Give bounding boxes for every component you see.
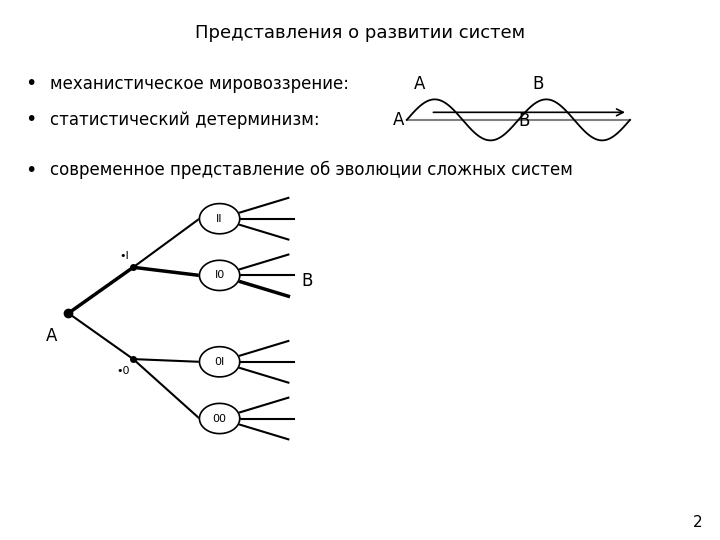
- Text: современное представление об эволюции сложных систем: современное представление об эволюции сл…: [50, 161, 573, 179]
- Text: 2: 2: [693, 515, 702, 530]
- Text: А: А: [392, 111, 404, 129]
- Text: I0: I0: [215, 271, 225, 280]
- Text: Представления о развитии систем: Представления о развитии систем: [195, 24, 525, 42]
- Text: B: B: [301, 272, 312, 290]
- Text: В: В: [518, 112, 530, 131]
- Polygon shape: [199, 347, 240, 377]
- Text: •0: •0: [116, 366, 130, 376]
- Text: •: •: [25, 74, 37, 93]
- Text: •I: •I: [120, 251, 130, 261]
- Text: статистический детерминизм:: статистический детерминизм:: [50, 111, 320, 129]
- Text: А: А: [414, 75, 426, 93]
- Text: II: II: [216, 214, 223, 224]
- Polygon shape: [199, 204, 240, 234]
- Polygon shape: [199, 403, 240, 434]
- Polygon shape: [199, 260, 240, 291]
- Text: 0I: 0I: [215, 357, 225, 367]
- Text: •: •: [25, 110, 37, 130]
- Text: механистическое мировоззрение:: механистическое мировоззрение:: [50, 75, 349, 93]
- Text: •: •: [25, 160, 37, 180]
- Text: A: A: [46, 327, 58, 345]
- Text: 00: 00: [212, 414, 227, 423]
- Text: В: В: [533, 75, 544, 93]
